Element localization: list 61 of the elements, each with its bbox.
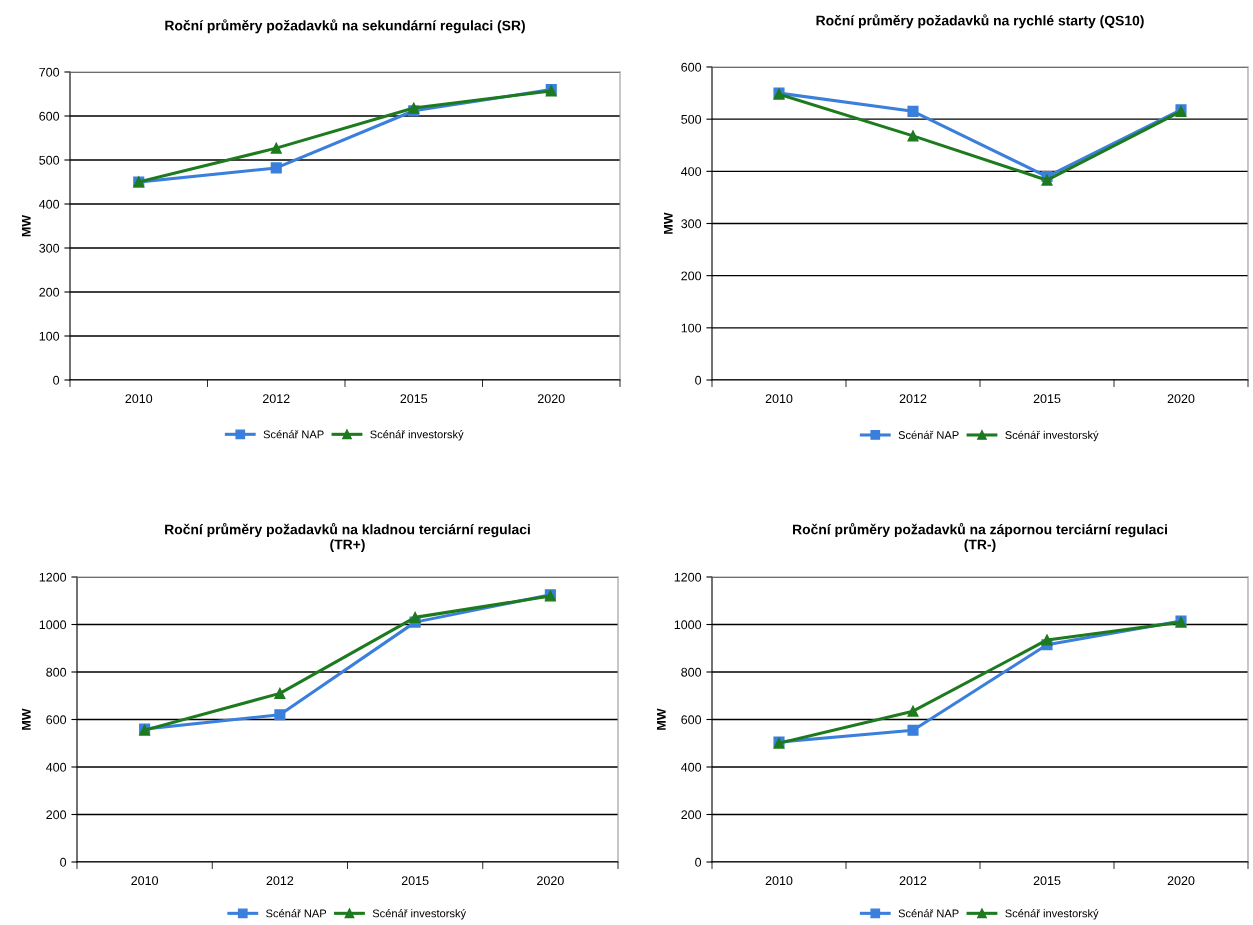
y-axis-title: MW xyxy=(22,708,31,730)
x-tick-label: 2020 xyxy=(1167,394,1195,404)
y-tick-label: 200 xyxy=(46,810,67,820)
y-tick-label: 1200 xyxy=(39,572,67,582)
y-axis-title: MW xyxy=(663,212,673,234)
legend-label: Scénář NAP xyxy=(898,430,959,439)
y-tick-label: 300 xyxy=(681,219,702,229)
x-tick-label: 2020 xyxy=(537,876,564,886)
x-tick-label: 2010 xyxy=(765,394,793,404)
legend-label: Scénář NAP xyxy=(263,430,324,439)
y-tick-label: 200 xyxy=(39,287,60,297)
x-tick-label: 2015 xyxy=(1033,394,1061,404)
y-tick-label: 500 xyxy=(681,114,702,124)
y-tick-label: 300 xyxy=(39,243,60,253)
y-tick-label: 0 xyxy=(60,857,67,867)
y-tick-label: 800 xyxy=(46,667,67,677)
y-tick-label: 800 xyxy=(681,667,702,677)
y-tick-label: 1000 xyxy=(39,620,67,630)
x-tick-label: 2010 xyxy=(765,876,793,886)
legend-label: Scénář investorský xyxy=(372,909,467,920)
chart-title: Roční průměry požadavků na sekundární regulaci (SR) xyxy=(165,19,525,34)
y-tick-label: 200 xyxy=(681,271,702,281)
x-tick-label: 2012 xyxy=(899,394,927,404)
y-tick-label: 700 xyxy=(39,67,60,77)
y-axis-title: MW xyxy=(21,214,31,237)
x-tick-label: 2012 xyxy=(266,876,294,886)
y-tick-label: 0 xyxy=(695,857,702,867)
y-tick-label: 0 xyxy=(695,375,702,385)
y-tick-label: 400 xyxy=(681,762,702,772)
legend-label: Scénář NAP xyxy=(898,909,959,918)
chart-title: Roční průměry požadavků na kladnou terciární regulaci (TR+) xyxy=(165,523,530,553)
y-tick-label: 100 xyxy=(39,331,60,341)
chart-title: Roční průměry požadavků na zápornou terciární regulaci (TR-) xyxy=(793,523,1167,553)
y-tick-label: 400 xyxy=(46,762,67,772)
legend-label: Scénář NAP xyxy=(266,909,327,918)
x-tick-label: 2012 xyxy=(262,394,290,404)
x-tick-label: 2015 xyxy=(400,394,428,404)
y-tick-label: 600 xyxy=(46,715,67,725)
y-tick-label: 500 xyxy=(39,155,60,165)
x-tick-label: 2020 xyxy=(537,394,565,404)
x-tick-label: 2010 xyxy=(125,394,153,404)
chart-title: Roční průměry požadavků na rychlé starty (QS10) xyxy=(816,14,1144,29)
legend-label: Scénář investorský xyxy=(1005,909,1099,920)
y-tick-label: 100 xyxy=(681,323,702,333)
x-tick-label: 2012 xyxy=(899,876,927,886)
x-tick-label: 2020 xyxy=(1167,876,1195,886)
legend-label: Scénář investorský xyxy=(370,430,464,441)
y-tick-label: 1000 xyxy=(674,620,702,630)
legend-label: Scénář investorský xyxy=(1005,430,1099,442)
y-tick-label: 0 xyxy=(53,375,60,385)
y-tick-label: 400 xyxy=(681,167,702,176)
x-tick-label: 2010 xyxy=(131,876,159,886)
x-tick-label: 2015 xyxy=(1033,876,1061,886)
y-tick-label: 400 xyxy=(39,199,60,209)
y-tick-label: 1200 xyxy=(674,572,702,582)
y-tick-label: 600 xyxy=(39,111,60,121)
y-tick-label: 200 xyxy=(681,810,702,820)
y-axis-title: MW xyxy=(657,708,666,730)
y-tick-label: 600 xyxy=(681,62,702,72)
x-tick-label: 2015 xyxy=(401,876,429,886)
y-tick-label: 600 xyxy=(681,715,702,725)
